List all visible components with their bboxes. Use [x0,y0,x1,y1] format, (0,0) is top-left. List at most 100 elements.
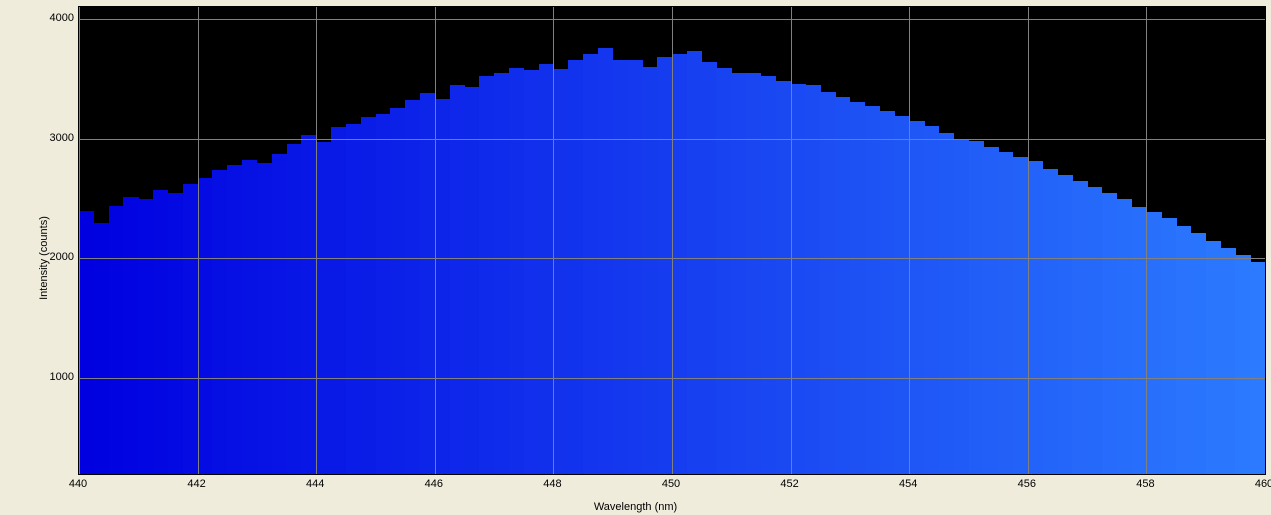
spectrum-bar [702,62,717,474]
spectrum-chart: Intensity (counts) Wavelength (nm) 44044… [0,0,1271,515]
spectrum-bar [880,111,895,474]
spectrum-bar [301,135,316,474]
spectrum-bar [539,64,554,474]
grid-vertical [1146,7,1147,474]
grid-vertical [198,7,199,474]
y-tick-label: 3000 [34,132,74,144]
spectrum-bar [123,197,138,474]
x-tick-label: 440 [69,478,87,490]
spectrum-bar [1057,175,1072,474]
x-tick-label: 456 [1018,478,1036,490]
spectrum-bar [568,60,583,474]
grid-vertical [79,7,80,474]
x-axis-label: Wavelength (nm) [594,501,677,513]
spectrum-bar [346,124,361,474]
spectrum-bar [746,73,761,474]
x-tick-label: 446 [425,478,443,490]
spectrum-bar [583,54,598,474]
spectrum-bar [1235,255,1250,474]
spectrum-bar [390,108,405,474]
spectrum-bar [1087,187,1102,474]
grid-vertical [1028,7,1029,474]
spectrum-bar [1117,199,1132,474]
spectrum-bar [212,170,227,474]
spectrum-bar [1191,233,1206,474]
plot-area[interactable] [78,6,1266,475]
spectrum-bar [1028,161,1043,474]
spectrum-bar [716,68,731,474]
spectrum-bar [494,73,509,474]
spectrum-bar [361,117,376,474]
grid-horizontal [79,378,1265,379]
x-tick-label: 442 [187,478,205,490]
spectrum-bar [998,152,1013,474]
spectrum-bar [316,142,331,474]
spectrum-bar [1072,181,1087,474]
spectrum-bar [761,76,776,474]
grid-vertical [672,7,673,474]
spectrum-bar [94,223,109,474]
x-tick-label: 444 [306,478,324,490]
spectrum-bar [1265,302,1266,474]
spectrum-bar [924,126,939,474]
spectrum-bar [791,84,806,474]
spectrum-bar [939,133,954,474]
grid-vertical [316,7,317,474]
spectrum-bar [376,114,391,474]
spectrum-bar [1102,193,1117,474]
spectrum-bar [687,51,702,474]
spectrum-bar [183,184,198,474]
spectrum-bar [1161,218,1176,474]
spectrum-bar [1043,169,1058,474]
x-tick-label: 454 [899,478,917,490]
spectrum-bar [820,92,835,474]
x-tick-label: 460 [1255,478,1271,490]
grid-vertical [435,7,436,474]
spectrum-bar [168,193,183,474]
y-tick-label: 2000 [34,251,74,263]
x-tick-label: 452 [780,478,798,490]
spectrum-bar [1176,226,1191,474]
spectrum-bar [435,99,450,474]
spectrum-bar [628,60,643,474]
grid-horizontal [79,258,1265,259]
spectrum-bar [464,87,479,474]
spectrum-bar [805,85,820,474]
grid-vertical [1265,7,1266,474]
spectrum-bar [672,54,687,474]
spectrum-bar [198,178,213,474]
grid-vertical [791,7,792,474]
spectrum-bar [331,127,346,474]
spectrum-bar [509,68,524,474]
x-tick-label: 448 [543,478,561,490]
y-tick-label: 4000 [34,12,74,24]
spectrum-bar [1013,157,1028,474]
spectrum-bar [227,165,242,474]
spectrum-bar [598,48,613,474]
spectrum-bar [894,116,909,474]
spectrum-bar [1250,262,1265,474]
spectrum-bar [450,85,465,474]
spectrum-bar [731,73,746,474]
x-tick-label: 458 [1136,478,1154,490]
spectrum-bar [524,70,539,474]
spectrum-bar [865,106,880,474]
spectrum-bar [1221,248,1236,474]
spectrum-bar [954,139,969,474]
spectrum-bar [969,141,984,474]
spectrum-bar [909,121,924,474]
spectrum-bar [553,69,568,474]
spectrum-bar [983,147,998,474]
spectrum-bar [835,97,850,474]
spectrum-bar [642,67,657,474]
grid-vertical [909,7,910,474]
grid-vertical [553,7,554,474]
spectrum-bar [613,60,628,474]
spectrum-bar [109,206,124,474]
spectrum-bar [776,81,791,474]
spectrum-bar [479,76,494,474]
spectrum-bar [272,154,287,474]
grid-horizontal [79,139,1265,140]
spectrum-bar [1206,241,1221,475]
spectrum-bar [242,160,257,474]
